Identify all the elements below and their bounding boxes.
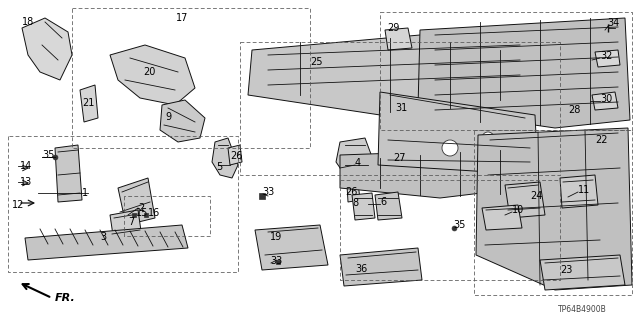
Text: 20: 20 xyxy=(143,67,156,77)
Polygon shape xyxy=(336,138,375,178)
Text: 26: 26 xyxy=(345,187,357,197)
Text: 25: 25 xyxy=(310,57,323,67)
Text: 29: 29 xyxy=(387,23,399,33)
Text: 36: 36 xyxy=(355,264,367,274)
Polygon shape xyxy=(482,205,522,230)
Polygon shape xyxy=(25,225,188,260)
Text: 27: 27 xyxy=(393,153,406,163)
Text: 4: 4 xyxy=(355,158,361,168)
Text: 2: 2 xyxy=(138,203,144,213)
Text: 17: 17 xyxy=(176,13,188,23)
Text: 10: 10 xyxy=(512,205,524,215)
Polygon shape xyxy=(595,50,620,67)
Polygon shape xyxy=(378,92,538,175)
Polygon shape xyxy=(110,45,195,105)
Text: 35: 35 xyxy=(453,220,465,230)
Text: 34: 34 xyxy=(607,18,620,28)
Polygon shape xyxy=(560,175,598,208)
Polygon shape xyxy=(22,18,72,80)
Text: 9: 9 xyxy=(165,112,171,122)
Text: 11: 11 xyxy=(578,185,590,195)
Polygon shape xyxy=(352,193,375,220)
Text: 33: 33 xyxy=(270,256,282,266)
Polygon shape xyxy=(340,148,548,198)
Text: 12: 12 xyxy=(12,200,24,210)
Polygon shape xyxy=(375,192,402,220)
Text: 19: 19 xyxy=(270,232,282,242)
Text: 6: 6 xyxy=(380,197,386,207)
Polygon shape xyxy=(212,138,238,178)
Text: 33: 33 xyxy=(262,187,275,197)
Text: 30: 30 xyxy=(600,94,612,104)
Text: 15: 15 xyxy=(136,208,148,218)
Text: 16: 16 xyxy=(148,208,160,218)
Polygon shape xyxy=(592,92,618,110)
Text: 32: 32 xyxy=(600,51,612,61)
Text: 18: 18 xyxy=(22,17,35,27)
Polygon shape xyxy=(118,178,155,225)
Text: 31: 31 xyxy=(395,103,407,113)
Circle shape xyxy=(442,140,458,156)
Polygon shape xyxy=(540,255,625,290)
Polygon shape xyxy=(80,85,98,122)
Text: 35: 35 xyxy=(42,150,54,160)
Polygon shape xyxy=(347,182,360,202)
Circle shape xyxy=(482,132,494,144)
Text: 26: 26 xyxy=(230,151,243,161)
Polygon shape xyxy=(248,35,555,118)
Polygon shape xyxy=(505,182,545,218)
Text: 24: 24 xyxy=(530,191,542,201)
Polygon shape xyxy=(385,28,412,50)
Polygon shape xyxy=(340,248,422,286)
Text: FR.: FR. xyxy=(55,293,76,303)
Text: 13: 13 xyxy=(20,177,32,187)
Text: 7: 7 xyxy=(128,217,134,227)
Text: 1: 1 xyxy=(82,188,88,198)
Polygon shape xyxy=(476,128,632,290)
Text: 14: 14 xyxy=(20,161,32,171)
Text: 5: 5 xyxy=(216,162,222,172)
Polygon shape xyxy=(160,100,205,142)
Text: 22: 22 xyxy=(595,135,607,145)
Text: 21: 21 xyxy=(82,98,94,108)
Text: 8: 8 xyxy=(352,198,358,208)
Polygon shape xyxy=(418,18,630,128)
Text: 28: 28 xyxy=(568,105,580,115)
Text: 3: 3 xyxy=(100,232,106,242)
Polygon shape xyxy=(55,145,82,202)
Text: 23: 23 xyxy=(560,265,572,275)
Polygon shape xyxy=(110,210,142,242)
Polygon shape xyxy=(255,225,328,270)
Polygon shape xyxy=(228,145,242,165)
Text: TP64B4900B: TP64B4900B xyxy=(557,306,606,315)
